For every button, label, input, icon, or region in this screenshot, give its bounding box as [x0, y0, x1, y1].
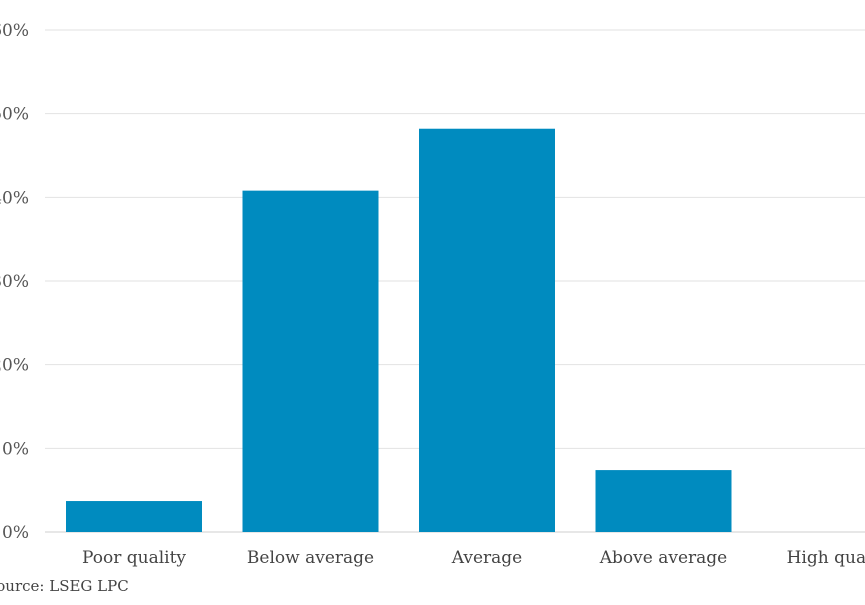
y-axis-tick-labels: 0% 10% 20% 30% 40% 50% 60%: [0, 21, 29, 543]
y-tick-label: 0%: [2, 523, 29, 543]
x-category-label: High quality: [787, 548, 865, 568]
bar-below-average: [242, 190, 379, 532]
bar-poor-quality: [66, 501, 202, 532]
x-category-label: Average: [451, 548, 522, 568]
x-category-label: Below average: [247, 548, 374, 568]
y-tick-label: 20%: [0, 356, 29, 376]
x-category-label: Above average: [599, 548, 727, 568]
y-tick-label: 60%: [0, 21, 29, 41]
x-category-label: Poor quality: [82, 548, 186, 568]
bars: [66, 128, 732, 532]
y-tick-label: 10%: [0, 439, 29, 459]
bar-above-average: [595, 470, 732, 532]
x-axis-category-labels: Poor quality Below average Average Above av…: [82, 548, 865, 568]
y-tick-label: 40%: [0, 188, 29, 208]
y-tick-label: 30%: [0, 272, 29, 292]
y-tick-label: 50%: [0, 105, 29, 125]
source-note: Source: LSEG LPC: [0, 577, 129, 595]
bar-average: [419, 128, 555, 532]
